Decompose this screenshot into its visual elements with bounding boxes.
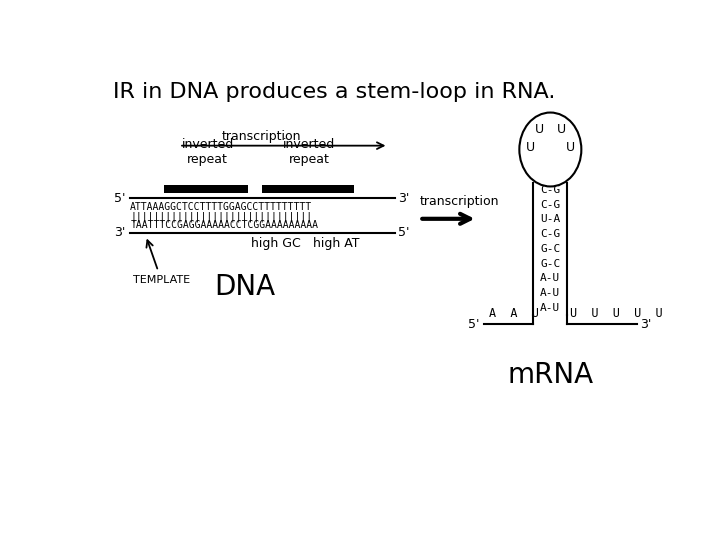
Text: G-C: G-C — [540, 244, 560, 254]
Text: inverted
repeat: inverted repeat — [283, 138, 336, 166]
Text: ATTAAAGGCTCCTTTTGGAGCCTTTTTTTTT: ATTAAAGGCTCCTTTTGGAGCCTTTTTTTTT — [130, 202, 312, 212]
Text: mRNA: mRNA — [508, 361, 593, 389]
Text: inverted
repeat: inverted repeat — [181, 138, 234, 166]
Text: U  U  U  U  U: U U U U U — [570, 307, 663, 320]
Bar — [262, 185, 354, 193]
Text: A-U: A-U — [540, 273, 560, 284]
Text: 3': 3' — [114, 226, 126, 239]
Text: high AT: high AT — [313, 237, 360, 250]
Text: |||||||||||||||||||||||||||||||: ||||||||||||||||||||||||||||||| — [130, 211, 312, 221]
Text: U: U — [557, 123, 566, 136]
Text: C-G: C-G — [540, 185, 560, 195]
Text: A  A  U: A A U — [489, 307, 539, 320]
Text: C-G: C-G — [540, 229, 560, 239]
Text: 5': 5' — [114, 192, 126, 205]
Text: A-U: A-U — [540, 303, 560, 313]
Text: transcription: transcription — [419, 195, 499, 208]
Text: TEMPLATE: TEMPLATE — [132, 275, 190, 285]
Text: G-C: G-C — [540, 259, 560, 268]
Text: U: U — [526, 141, 535, 154]
Text: transcription: transcription — [222, 130, 301, 143]
Text: A-U: A-U — [540, 288, 560, 298]
Text: 5': 5' — [468, 318, 480, 331]
Bar — [164, 185, 248, 193]
Text: IR in DNA produces a stem-loop in RNA.: IR in DNA produces a stem-loop in RNA. — [113, 82, 556, 102]
Text: DNA: DNA — [215, 273, 276, 301]
Text: U-A: U-A — [540, 214, 560, 225]
Text: 3': 3' — [640, 318, 652, 331]
Text: 3': 3' — [398, 192, 410, 205]
Text: high GC: high GC — [251, 237, 301, 250]
Text: U: U — [535, 123, 544, 136]
Text: TAATTTCCGAGGAAAAACCTCGGAAAAAAAAA: TAATTTCCGAGGAAAAACCTCGGAAAAAAAAA — [130, 220, 318, 231]
Text: C-G: C-G — [540, 200, 560, 210]
Text: U: U — [566, 141, 575, 154]
Text: 5': 5' — [398, 226, 410, 239]
